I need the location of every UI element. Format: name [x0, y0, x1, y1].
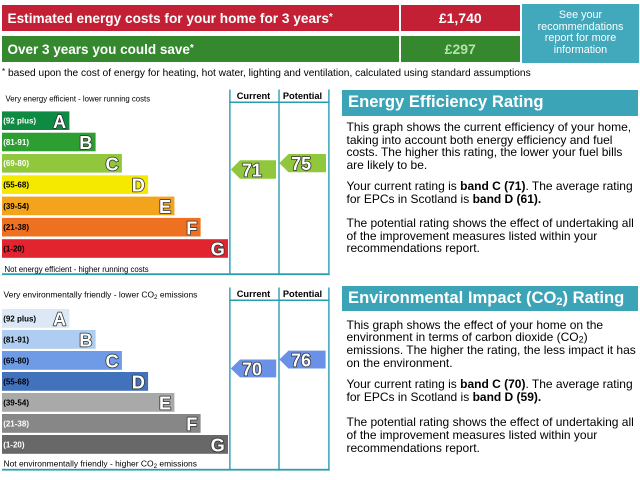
- svg-text:D: D: [132, 373, 145, 393]
- svg-text:(1-20): (1-20): [3, 244, 25, 253]
- svg-text:(92 plus): (92 plus): [3, 117, 36, 126]
- svg-text:76: 76: [291, 351, 311, 371]
- svg-text:71: 71: [242, 161, 262, 181]
- svg-text:70: 70: [242, 359, 262, 379]
- svg-text:G: G: [211, 240, 225, 260]
- svg-text:(39-54): (39-54): [3, 202, 29, 211]
- svg-text:Very environmentally friendly: Very environmentally friendly - lower CO…: [4, 289, 198, 301]
- svg-text:(69-80): (69-80): [3, 356, 29, 365]
- svg-text:Potential: Potential: [283, 289, 322, 299]
- svg-text:F: F: [186, 415, 197, 435]
- svg-text:Potential: Potential: [283, 91, 322, 101]
- svg-text:Current: Current: [237, 91, 271, 101]
- svg-text:A: A: [53, 310, 66, 330]
- svg-text:(81-91): (81-91): [3, 138, 29, 147]
- svg-text:(21-38): (21-38): [3, 223, 29, 232]
- svg-text:G: G: [211, 436, 225, 456]
- svg-text:(21-38): (21-38): [3, 419, 29, 428]
- svg-text:(55-68): (55-68): [3, 377, 29, 386]
- svg-text:(1-20): (1-20): [3, 440, 25, 449]
- svg-text:A: A: [53, 112, 66, 132]
- svg-text:(39-54): (39-54): [3, 398, 29, 407]
- svg-text:Not environmentally friendly -: Not environmentally friendly - higher CO…: [4, 458, 197, 470]
- svg-text:Current: Current: [237, 289, 271, 299]
- svg-text:E: E: [159, 197, 171, 217]
- svg-text:C: C: [106, 154, 119, 174]
- svg-text:(81-91): (81-91): [3, 335, 29, 344]
- svg-text:75: 75: [291, 154, 311, 174]
- svg-text:D: D: [132, 176, 145, 196]
- svg-text:Very energy efficient - lower: Very energy efficient - lower running co…: [6, 94, 151, 103]
- svg-text:C: C: [106, 352, 119, 372]
- svg-text:(92 plus): (92 plus): [3, 314, 36, 323]
- svg-text:(55-68): (55-68): [3, 181, 29, 190]
- svg-text:B: B: [79, 133, 92, 153]
- svg-text:Not energy efficient - higher: Not energy efficient - higher running co…: [5, 265, 149, 274]
- svg-text:F: F: [186, 218, 197, 238]
- svg-text:E: E: [159, 394, 171, 414]
- svg-text:(69-80): (69-80): [3, 159, 29, 168]
- svg-text:B: B: [79, 331, 92, 351]
